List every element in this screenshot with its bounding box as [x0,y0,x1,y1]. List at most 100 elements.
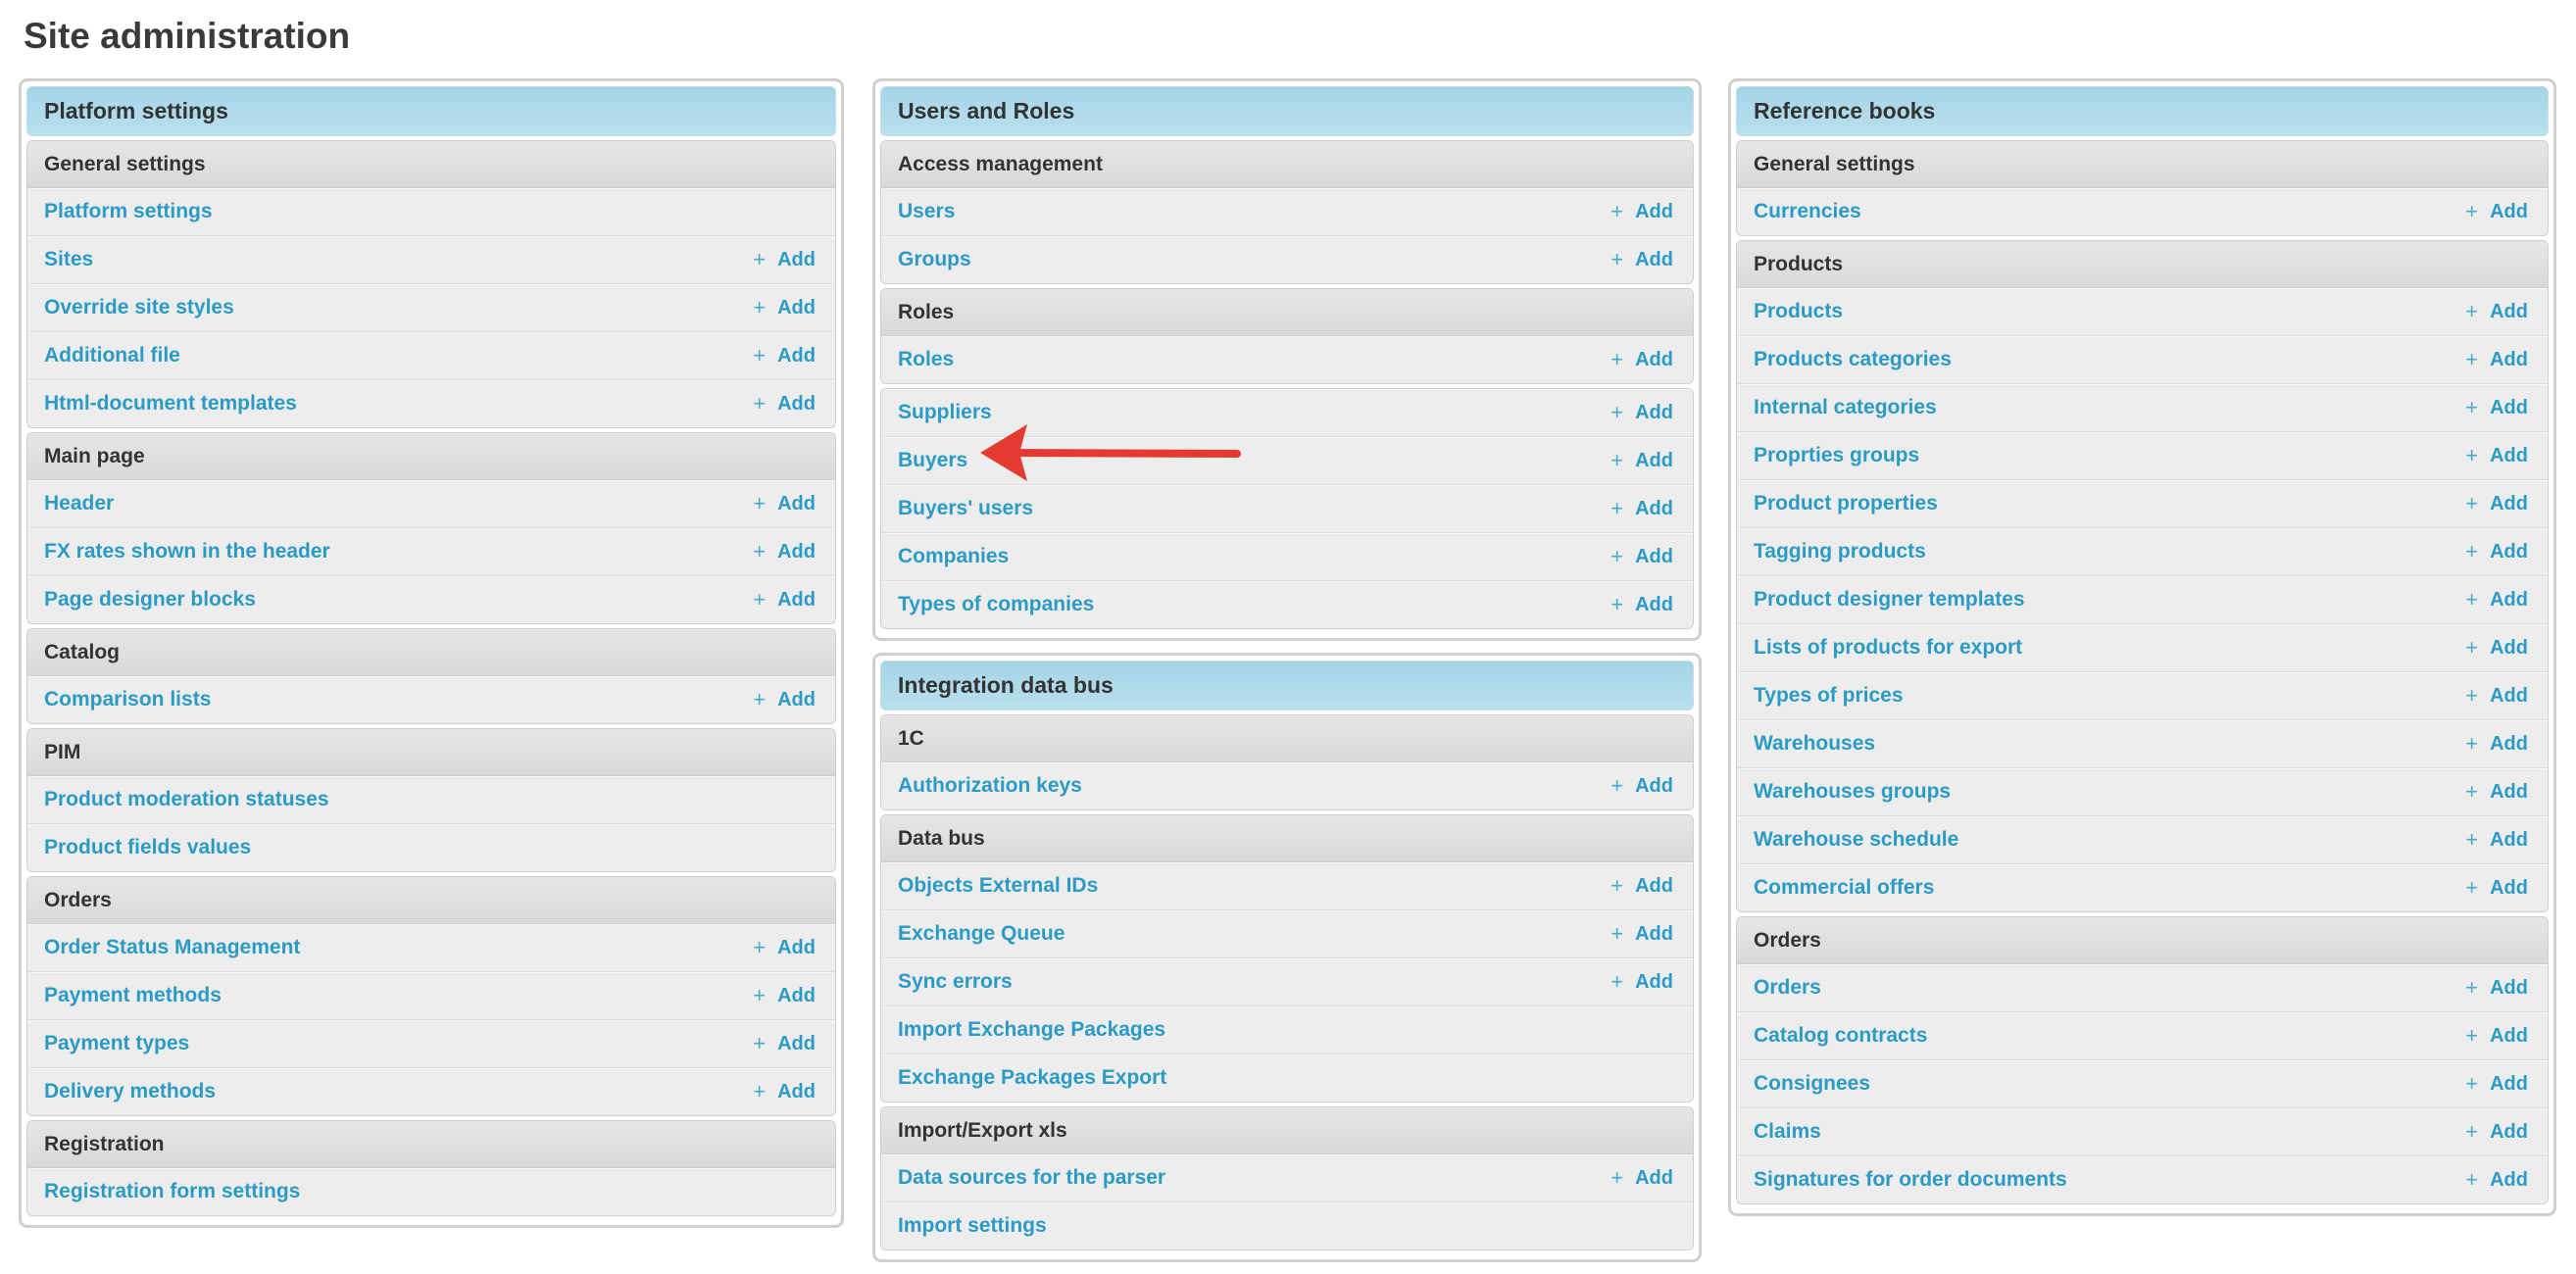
link-product-designer-templates[interactable]: Product designer templates [1754,588,2025,611]
add-button[interactable]: + Add [1610,1154,1673,1201]
add-button[interactable]: + Add [1610,862,1673,909]
add-button[interactable]: + Add [1610,485,1673,532]
link-users[interactable]: Users [898,200,956,222]
add-button[interactable]: + Add [2465,672,2528,719]
add-label: Add [777,249,816,270]
link-product-fields-values[interactable]: Product fields values [44,836,252,858]
link-currencies[interactable]: Currencies [1754,200,1861,222]
add-label: Add [777,1033,816,1054]
link-suppliers[interactable]: Suppliers [898,401,992,423]
add-button[interactable]: + Add [2465,1108,2528,1155]
add-button[interactable]: + Add [1610,188,1673,235]
add-button[interactable]: + Add [1610,236,1673,283]
add-button[interactable]: + Add [2465,1060,2528,1107]
add-button[interactable]: + Add [1610,910,1673,957]
add-button[interactable]: + Add [753,332,816,379]
link-exchange-packages-export[interactable]: Exchange Packages Export [898,1066,1167,1089]
link-types-of-prices[interactable]: Types of prices [1754,684,1904,707]
link-delivery-methods[interactable]: Delivery methods [44,1080,217,1102]
link-warehouses-groups[interactable]: Warehouses groups [1754,780,1952,803]
add-button[interactable]: + Add [1610,533,1673,580]
link-data-sources-for-the-parser[interactable]: Data sources for the parser [898,1166,1166,1189]
add-button[interactable]: + Add [753,676,816,723]
link-sync-errors[interactable]: Sync errors [898,970,1013,993]
link-page-designer-blocks[interactable]: Page designer blocks [44,588,256,611]
link-override-site-styles[interactable]: Override site styles [44,296,234,318]
link-internal-categories[interactable]: Internal categories [1754,396,1937,418]
link-product-properties[interactable]: Product properties [1754,492,1938,514]
link-claims[interactable]: Claims [1754,1120,1821,1143]
add-button[interactable]: + Add [753,924,816,971]
add-button[interactable]: + Add [2465,432,2528,479]
link-order-status-management[interactable]: Order Status Management [44,936,301,958]
add-button[interactable]: + Add [2465,816,2528,863]
add-button[interactable]: + Add [2465,576,2528,623]
plus-icon: + [1610,347,1624,371]
add-button[interactable]: + Add [753,1068,816,1115]
link-lists-of-products-for-export[interactable]: Lists of products for export [1754,636,2023,659]
link-product-moderation-statuses[interactable]: Product moderation statuses [44,788,329,810]
add-button[interactable]: + Add [1610,336,1673,383]
add-button[interactable]: + Add [2465,864,2528,911]
link-warehouse-schedule[interactable]: Warehouse schedule [1754,828,1959,851]
add-label: Add [1635,594,1673,615]
add-button[interactable]: + Add [1610,581,1673,628]
link-html-document-templates[interactable]: Html-document templates [44,392,297,415]
add-button[interactable]: + Add [2465,768,2528,815]
link-buyers[interactable]: Buyers [898,449,968,471]
add-button[interactable]: + Add [2465,1156,2528,1203]
link-orders[interactable]: Orders [1754,976,1821,999]
link-payment-types[interactable]: Payment types [44,1032,190,1054]
link-platform-settings[interactable]: Platform settings [44,200,213,222]
add-button[interactable]: + Add [1610,437,1673,484]
add-button[interactable]: + Add [753,528,816,575]
link-consignees[interactable]: Consignees [1754,1072,1871,1095]
add-button[interactable]: + Add [753,284,816,331]
add-button[interactable]: + Add [1610,958,1673,1005]
link-payment-methods[interactable]: Payment methods [44,984,222,1006]
link-comparison-lists[interactable]: Comparison lists [44,688,212,710]
link-groups[interactable]: Groups [898,248,971,270]
link-commercial-offers[interactable]: Commercial offers [1754,876,1935,899]
add-button[interactable]: + Add [2465,336,2528,383]
link-objects-external-ids[interactable]: Objects External IDs [898,874,1099,897]
link-additional-file[interactable]: Additional file [44,344,180,367]
link-import-exchange-packages[interactable]: Import Exchange Packages [898,1018,1166,1041]
add-button[interactable]: + Add [1610,762,1673,809]
add-button[interactable]: + Add [753,1020,816,1067]
add-button[interactable]: + Add [1610,389,1673,436]
link-products-categories[interactable]: Products categories [1754,348,1952,370]
link-companies[interactable]: Companies [898,545,1010,567]
add-button[interactable]: + Add [2465,720,2528,767]
add-button[interactable]: + Add [2465,480,2528,527]
add-button[interactable]: + Add [2465,1012,2528,1059]
add-button[interactable]: + Add [753,480,816,527]
link-warehouses[interactable]: Warehouses [1754,732,1876,755]
link-roles[interactable]: Roles [898,348,955,370]
add-button[interactable]: + Add [2465,384,2528,431]
link-header[interactable]: Header [44,492,115,514]
add-button[interactable]: + Add [2465,528,2528,575]
link-exchange-queue[interactable]: Exchange Queue [898,922,1065,945]
link-catalog-contracts[interactable]: Catalog contracts [1754,1024,1928,1047]
add-button[interactable]: + Add [2465,624,2528,671]
add-button[interactable]: + Add [2465,188,2528,235]
add-button[interactable]: + Add [2465,964,2528,1011]
add-button[interactable]: + Add [753,236,816,283]
plus-icon: + [2465,491,2479,515]
link-proprties-groups[interactable]: Proprties groups [1754,444,1920,466]
link-sites[interactable]: Sites [44,248,94,270]
link-tagging-products[interactable]: Tagging products [1754,540,1926,563]
link-registration-form-settings[interactable]: Registration form settings [44,1180,301,1202]
add-button[interactable]: + Add [753,576,816,623]
link-types-of-companies[interactable]: Types of companies [898,593,1095,615]
link-import-settings[interactable]: Import settings [898,1214,1047,1237]
link-products[interactable]: Products [1754,300,1844,322]
add-button[interactable]: + Add [753,972,816,1019]
add-button[interactable]: + Add [2465,288,2528,335]
add-button[interactable]: + Add [753,380,816,427]
link-fx-rates-shown-in-the-header[interactable]: FX rates shown in the header [44,540,330,563]
link-authorization-keys[interactable]: Authorization keys [898,774,1082,797]
link-signatures-for-order-documents[interactable]: Signatures for order documents [1754,1168,2067,1191]
link-buyers-users[interactable]: Buyers' users [898,497,1034,519]
